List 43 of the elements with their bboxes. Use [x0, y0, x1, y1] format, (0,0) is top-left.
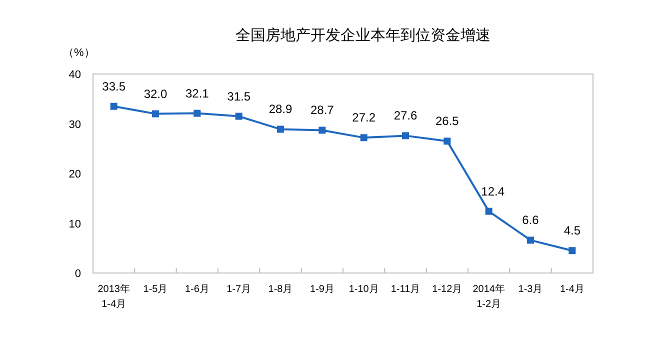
point: [277, 126, 284, 133]
y-tick-label: 10: [68, 218, 81, 230]
data-label: 33.5: [102, 79, 126, 94]
point: [110, 102, 118, 110]
y-axis-title: （%）: [63, 47, 95, 59]
x-tick-label: 2013年 1-4月: [98, 283, 130, 310]
data-label: 4.5: [564, 224, 581, 238]
data-label: 32.1: [185, 86, 210, 100]
point: [360, 134, 368, 142]
point: [485, 208, 492, 215]
y-tick-label: 40: [68, 69, 81, 81]
point: [568, 247, 576, 254]
x-tick-label: 1-10月: [348, 284, 379, 295]
x-tick-label: 1-11月: [390, 284, 420, 295]
x-tick-label: 1-9月: [310, 284, 334, 295]
x-tick-label: 1-12月: [432, 284, 462, 295]
data-label: 6.6: [522, 213, 540, 228]
chart-title: 全国房地产开发企业本年到位资金增速: [236, 27, 490, 44]
data-label: 26.5: [435, 114, 460, 128]
data-label: 27.6: [394, 108, 418, 123]
point: [235, 112, 242, 120]
data-label: 12.4: [481, 184, 505, 198]
data-label: 32.0: [144, 86, 168, 101]
x-tick-label: 1-6月: [184, 284, 210, 295]
point: [402, 132, 409, 140]
point: [318, 126, 326, 134]
x-tick-label: 1-5月: [143, 284, 168, 295]
y-tick-label: 20: [68, 168, 81, 180]
data-label: 27.2: [352, 110, 376, 125]
y-tick-label: 0: [74, 268, 81, 280]
x-tick-label: 1-3月: [518, 284, 543, 295]
point: [152, 110, 159, 118]
x-tick-label: 1-8月: [268, 284, 293, 295]
x-tick-label: 1-4月: [560, 284, 584, 295]
data-label: 28.9: [268, 102, 292, 116]
x-tick-label: 2014年 1-2月: [472, 283, 505, 310]
y-tick-label: 30: [68, 118, 81, 131]
point: [527, 236, 534, 244]
point: [444, 138, 451, 145]
x-tick-label: 1-7月: [226, 284, 252, 295]
data-label: 28.7: [310, 103, 334, 118]
data-label: 31.5: [227, 89, 251, 104]
point: [194, 110, 201, 117]
